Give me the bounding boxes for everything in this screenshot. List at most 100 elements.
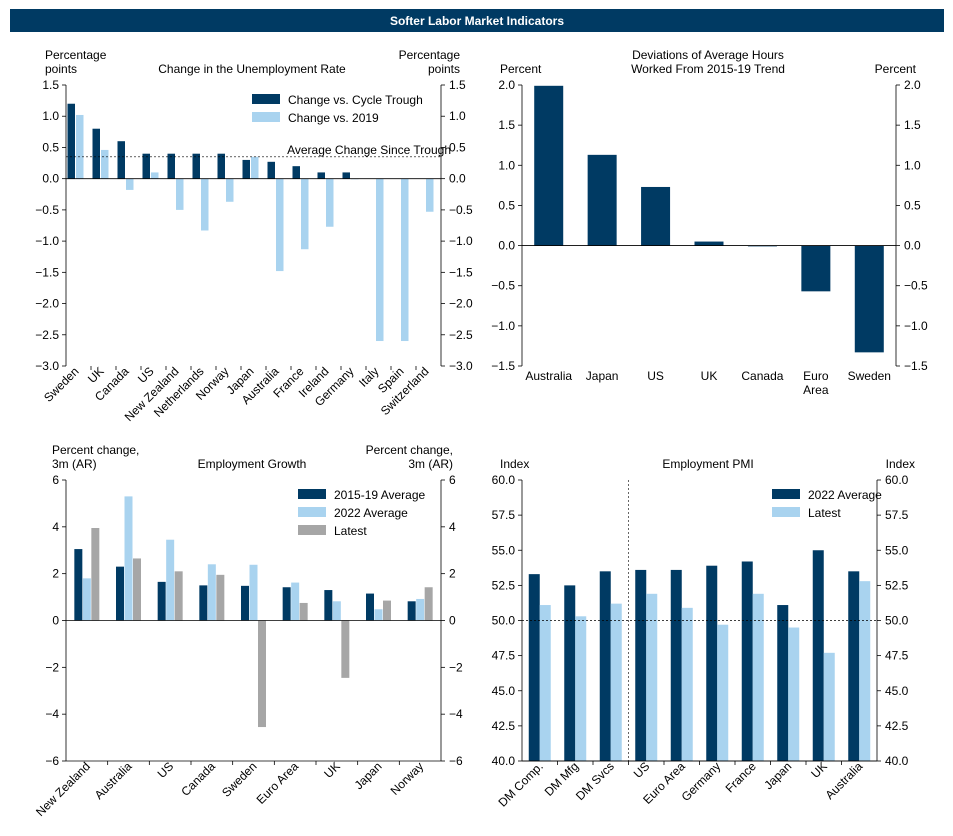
employment-ytick-label-left: 6	[52, 473, 59, 487]
employment-ylabel-right: 3m (AR)	[408, 457, 453, 471]
unemp-ylabel-left: Percentage	[45, 48, 107, 62]
hours-category-label: Euro	[803, 369, 829, 383]
hours-ytick-label-right: 0.5	[904, 198, 921, 212]
hours-bar	[801, 245, 831, 292]
pmi-ylabel-left: Index	[500, 457, 529, 471]
unemp-bar	[226, 178, 234, 202]
employment-bar	[324, 590, 333, 621]
unemp-bar	[126, 178, 134, 190]
page-title-banner: Softer Labor Market Indicators	[10, 9, 944, 32]
employment-legend-swatch	[298, 489, 326, 499]
hours-bar	[694, 241, 724, 246]
employment-bar	[157, 581, 166, 621]
hours-ytick-label-left: −1.0	[491, 319, 515, 333]
unemp-ytick-label-left: 1.5	[42, 78, 59, 92]
pmi-ytick-label-right: 47.5	[885, 649, 909, 663]
hours-ytick-label-left: 2.0	[498, 78, 515, 92]
employment-bar	[424, 587, 433, 621]
hours-category-label: US	[647, 369, 664, 383]
employment-bar	[416, 598, 425, 621]
unemp-bar	[217, 153, 225, 179]
hours-ytick-label-right: 0.0	[904, 239, 921, 253]
employment-bar	[258, 620, 266, 728]
pmi-bar	[752, 593, 764, 761]
pmi-ylabel-right: Index	[886, 457, 915, 471]
employment-bar	[82, 578, 91, 621]
employment-legend-swatch	[298, 507, 326, 517]
unemp-ytick-label-left: 0.5	[42, 140, 59, 154]
employment-legend-label: 2022 Average	[334, 506, 408, 520]
pmi-bar	[646, 593, 658, 761]
pmi-bar	[859, 581, 871, 761]
pmi-bar	[777, 605, 789, 761]
hours-category-label: Japan	[586, 369, 619, 383]
hours-title: Worked From 2015-19 Trend	[631, 62, 785, 76]
pmi-bar	[528, 574, 540, 761]
unemp-bar	[117, 141, 125, 179]
pmi-bar	[706, 565, 718, 761]
pmi-bar	[741, 561, 753, 761]
pmi-category-label: France	[723, 759, 760, 796]
pmi-bar	[575, 616, 587, 761]
hours-category-label: Sweden	[848, 369, 891, 383]
pmi-ytick-label-right: 60.0	[885, 473, 909, 487]
unemp-bar	[276, 178, 284, 272]
employment-bar	[116, 566, 124, 621]
unemp-bar	[376, 178, 384, 342]
employment-legend-swatch	[298, 525, 326, 535]
employment-ytick-label-right: 4	[449, 520, 456, 534]
hours-ytick-label-right: −1.0	[904, 319, 928, 333]
hours-category-label: Canada	[741, 369, 783, 383]
unemp-bar	[76, 114, 84, 179]
employment-bar	[199, 585, 208, 621]
employment-bar	[133, 558, 141, 621]
unemp-ytick-label-left: 1.0	[42, 109, 59, 123]
employment-bar	[207, 564, 216, 621]
employment-ytick-label-left: 0	[52, 614, 59, 628]
employment-title: Employment Growth	[198, 457, 307, 471]
employment-ytick-label-left: −2	[45, 660, 59, 674]
unemp-ytick-label-right: 0.5	[449, 140, 466, 154]
unemp-bar	[151, 172, 159, 179]
pmi-bar	[610, 603, 622, 761]
unemp-ylabel-left: points	[45, 62, 77, 76]
pmi-category-label: Japan	[761, 759, 794, 792]
hours-ytick-label-left: 1.5	[498, 118, 515, 132]
hours-ytick-label-left: 0.5	[498, 198, 515, 212]
unemp-legend-label: Change vs. Cycle Trough	[288, 93, 423, 107]
unemp-ytick-label-right: 1.0	[449, 109, 466, 123]
employment-category-label: Sweden	[219, 759, 260, 800]
pmi-category-label: Germany	[679, 759, 724, 804]
employment-bar	[74, 549, 83, 621]
unemp-bar	[101, 149, 109, 179]
employment-category-label: Euro Area	[254, 759, 302, 807]
pmi-bar	[564, 585, 576, 761]
pmi-ytick-label-right: 40.0	[885, 754, 909, 768]
pmi-bar	[717, 624, 729, 761]
unemp-ytick-label-right: 1.5	[449, 78, 466, 92]
unemp-bar	[301, 178, 309, 250]
hours-ytick-label-right: 1.0	[904, 158, 921, 172]
employment-legend-label: Latest	[334, 524, 367, 538]
hours-ytick-label-left: 0.0	[498, 239, 515, 253]
employment-ylabel-left: 3m (AR)	[52, 457, 97, 471]
employment-bar	[383, 600, 391, 621]
unemp-bar	[267, 161, 275, 179]
employment-bar	[166, 539, 175, 621]
unemp-bar	[426, 178, 434, 212]
employment-bar	[366, 593, 374, 621]
employment-ytick-label-left: 4	[52, 520, 59, 534]
employment-ytick-label-left: 2	[52, 567, 59, 581]
employment-category-label: US	[155, 759, 177, 781]
hours-category-label: Area	[803, 383, 829, 397]
hours-ytick-label-right: −0.5	[904, 279, 928, 293]
pmi-ytick-label-right: 42.5	[885, 719, 909, 733]
employment-ytick-label-left: −4	[45, 707, 59, 721]
pmi-category-label: UK	[808, 759, 830, 781]
hours-ytick-label-left: −0.5	[491, 279, 515, 293]
unemp-ytick-label-right: −1.5	[449, 265, 473, 279]
employment-ylabel-left: Percent change,	[52, 443, 139, 457]
pmi-ytick-label-left: 57.5	[492, 508, 516, 522]
pmi-bar	[812, 550, 824, 761]
employment-category-label: New Zealand	[33, 759, 93, 819]
